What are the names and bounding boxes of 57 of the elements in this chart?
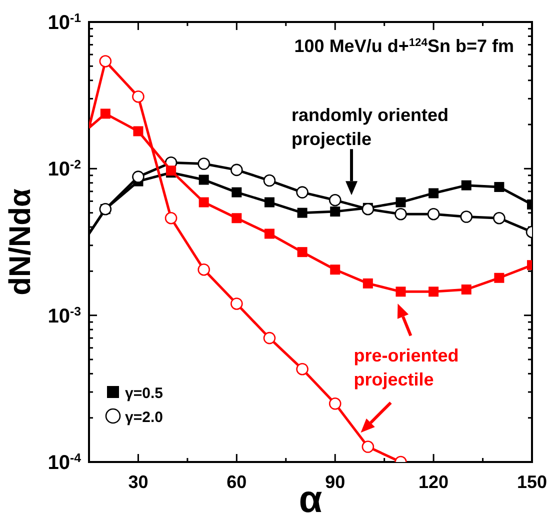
y-tick-label: 10$^{-4}$ bbox=[48, 451, 82, 474]
annotation: pre-oriented projectile bbox=[354, 346, 459, 390]
point bbox=[264, 228, 274, 239]
point bbox=[264, 197, 274, 208]
point bbox=[428, 188, 439, 198]
annotation: randomly oriented projectile bbox=[292, 105, 449, 150]
point bbox=[362, 278, 373, 288]
x-axis-title: α bbox=[298, 479, 322, 513]
point bbox=[297, 247, 308, 258]
legend-label: γ=0.5 bbox=[125, 385, 163, 402]
point bbox=[100, 108, 110, 119]
text: 100 MeV/u d+$^{124}$Sn b=7 fm bbox=[294, 36, 514, 56]
x-tick-label: 120 bbox=[418, 472, 449, 492]
point bbox=[263, 174, 276, 187]
point bbox=[99, 55, 112, 68]
point bbox=[198, 174, 209, 185]
point bbox=[198, 158, 210, 170]
y-tick-label: 10$^{-1}$ bbox=[48, 11, 82, 34]
y-tick-label: 10$^{-2}$ bbox=[48, 158, 82, 181]
point bbox=[232, 187, 242, 198]
point bbox=[198, 263, 210, 276]
point bbox=[494, 182, 504, 192]
x-tick-label: 30 bbox=[128, 472, 148, 492]
point bbox=[296, 186, 308, 198]
point bbox=[263, 332, 276, 344]
y-axis-title: dN/Ndα bbox=[4, 188, 37, 296]
x-tick-label: 150 bbox=[516, 472, 548, 492]
point bbox=[164, 212, 178, 224]
point bbox=[132, 170, 144, 183]
point bbox=[232, 213, 242, 224]
point bbox=[362, 202, 374, 216]
point bbox=[460, 210, 473, 223]
point bbox=[328, 397, 342, 410]
point bbox=[396, 286, 406, 297]
point bbox=[132, 90, 144, 103]
point bbox=[428, 286, 439, 297]
point bbox=[394, 208, 407, 220]
point bbox=[427, 208, 440, 220]
x-tick-label: 60 bbox=[226, 472, 247, 492]
point bbox=[230, 164, 243, 176]
point bbox=[493, 212, 506, 224]
point bbox=[230, 298, 243, 310]
point bbox=[328, 194, 342, 206]
point bbox=[330, 206, 340, 217]
x-tick-label: 90 bbox=[325, 472, 346, 492]
point bbox=[297, 208, 308, 218]
point bbox=[396, 197, 406, 208]
point bbox=[461, 284, 472, 295]
point bbox=[362, 440, 374, 453]
legend-label: γ=2.0 bbox=[125, 409, 163, 426]
y-tick-label: 10$^{-3}$ bbox=[48, 304, 82, 328]
point bbox=[461, 180, 472, 190]
point bbox=[494, 272, 504, 283]
point bbox=[133, 126, 144, 136]
point bbox=[296, 362, 308, 376]
point bbox=[198, 197, 209, 208]
point bbox=[330, 264, 340, 275]
